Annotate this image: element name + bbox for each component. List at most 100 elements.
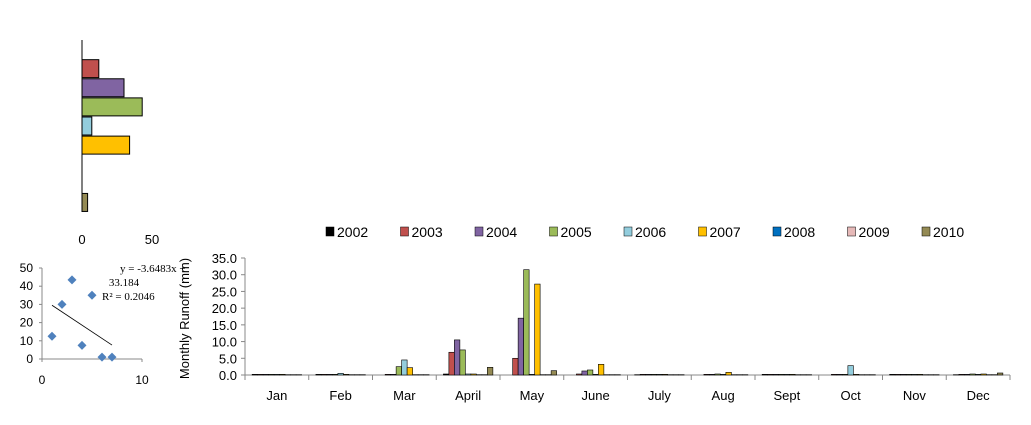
bar-2003-Sept <box>767 374 774 376</box>
scatter-x-tick-label: 0 <box>39 373 46 387</box>
scatter-y-tick-label: 40 <box>20 279 34 293</box>
monthly-x-tick-label: Oct <box>841 388 862 403</box>
monthly-x-tick-label: Aug <box>712 388 735 403</box>
scatter-x-tick-label: 10 <box>135 373 149 387</box>
bar-2004-Feb <box>326 374 333 376</box>
bar-2005-Mar <box>395 366 402 376</box>
bar-2005-Oct <box>842 374 849 376</box>
monthly-x-tick-label: July <box>648 388 672 403</box>
bar-2006-Dec <box>975 374 982 376</box>
bar-2003-Dec <box>958 374 965 376</box>
scatter-y-tick-label: 50 <box>20 261 34 275</box>
bar-2004-Dec <box>964 374 971 376</box>
bar-2005-Sept <box>778 374 785 376</box>
bar-2007-July <box>661 374 668 376</box>
legend-label-2003: 2003 <box>412 224 443 240</box>
scatter-point <box>97 352 107 362</box>
bar-2006-Sept <box>783 374 790 376</box>
legend-swatch-2010 <box>921 226 931 237</box>
scatter-equation-line: 33.184 <box>109 277 140 289</box>
legend-swatch-2006 <box>623 226 633 237</box>
bar-2002-Nov <box>889 374 896 376</box>
bar-2002-Feb <box>315 374 322 376</box>
bar-2004-May <box>517 317 524 376</box>
bar-2003-Oct <box>831 374 838 376</box>
legend-label-2008: 2008 <box>784 224 815 240</box>
bar-2004-Nov <box>900 374 907 376</box>
bar-2010-April <box>487 367 494 376</box>
bar-2006-Mar <box>401 359 408 376</box>
bar-2002-April <box>443 373 450 376</box>
monthly-y-tick-label: 0.0 <box>219 368 237 383</box>
monthly-x-tick-label: Feb <box>329 388 351 403</box>
scatter-y-tick-label: 0 <box>26 352 33 366</box>
hbar-x-tick-label: 50 <box>145 232 159 247</box>
hbar-2010 <box>81 192 89 212</box>
bar-2006-Aug <box>720 374 727 376</box>
scatter-equation-line: R² = 0.2046 <box>102 291 155 303</box>
hbar-x-tick-label: 0 <box>78 232 85 247</box>
legend-label-2010: 2010 <box>933 224 964 240</box>
legend-label-2002: 2002 <box>337 224 368 240</box>
legend-swatch-2009 <box>847 226 856 237</box>
monthly-y-tick-label: 15.0 <box>212 318 237 333</box>
bar-2004-July <box>645 374 652 376</box>
bar-2004-June <box>581 370 588 376</box>
monthly-x-tick-label: Dec <box>967 388 991 403</box>
scatter-trendline <box>51 304 113 346</box>
scatter-point <box>57 299 67 309</box>
scatter-y-tick-label: 20 <box>20 316 34 330</box>
hbar-2007 <box>81 135 131 155</box>
legend-label-2005: 2005 <box>561 224 592 240</box>
monthly-x-tick-label: Sept <box>774 388 801 403</box>
bar-2007-Aug <box>725 372 732 376</box>
monthly-y-tick-label: 5.0 <box>219 351 237 366</box>
monthly-y-tick-label: 10.0 <box>212 335 237 350</box>
monthly-y-axis-title: Monthly Runoff (mm) <box>177 258 192 379</box>
bar-2005-Dec <box>969 373 976 376</box>
bar-2004-Mar <box>390 374 397 376</box>
monthly-x-tick-label: Jan <box>266 388 287 403</box>
scatter-y-tick-label: 30 <box>20 297 34 311</box>
monthly-x-tick-label: Nov <box>903 388 927 403</box>
horizontal-bar-chart: 0 50 <box>78 40 159 247</box>
bar-2003-June <box>576 373 583 376</box>
bar-2003-April <box>448 351 455 376</box>
legend-swatch-2003 <box>400 226 409 237</box>
legend-label-2004: 2004 <box>486 224 517 240</box>
monthly-y-tick-label: 30.0 <box>212 268 237 283</box>
bar-2003-Jan <box>257 374 264 376</box>
bar-2002-Sept <box>761 374 768 376</box>
bar-2005-Feb <box>332 374 339 376</box>
bar-2007-Dec <box>980 373 987 376</box>
hbar-2006 <box>81 116 93 136</box>
bar-2006-Jan <box>273 374 280 376</box>
scatter-y-tick-label: 10 <box>20 334 34 348</box>
bar-2005-Nov <box>905 374 912 376</box>
bar-2006-May <box>528 374 535 376</box>
bar-2003-Nov <box>894 374 901 376</box>
bar-2007-May <box>534 283 541 376</box>
bar-2007-June <box>598 364 605 376</box>
bar-2010-May <box>550 370 557 376</box>
bar-2007-Feb <box>343 374 350 376</box>
bar-2007-Jan <box>279 374 286 376</box>
bar-2005-May <box>523 269 530 376</box>
bar-2007-Sept <box>789 374 796 376</box>
bar-2006-Feb <box>337 373 344 376</box>
bar-2004-Jan <box>262 374 269 376</box>
scatter-point <box>87 290 97 300</box>
bar-2003-Feb <box>321 374 328 376</box>
monthly-x-tick-label: April <box>455 388 481 403</box>
scatter-equation-line: y = -3.6483x + <box>120 263 186 275</box>
monthly-x-tick-label: May <box>520 388 545 403</box>
bar-2007-Nov <box>916 374 923 376</box>
bar-2010-Dec <box>997 372 1004 376</box>
hbar-2003 <box>81 59 100 79</box>
bar-2005-July <box>650 374 657 376</box>
bar-2004-Aug <box>709 374 716 376</box>
monthly-y-tick-label: 25.0 <box>212 284 237 299</box>
monthly-x-tick-label: Mar <box>393 388 416 403</box>
bar-2004-April <box>454 339 461 376</box>
bar-2004-Oct <box>836 374 843 376</box>
